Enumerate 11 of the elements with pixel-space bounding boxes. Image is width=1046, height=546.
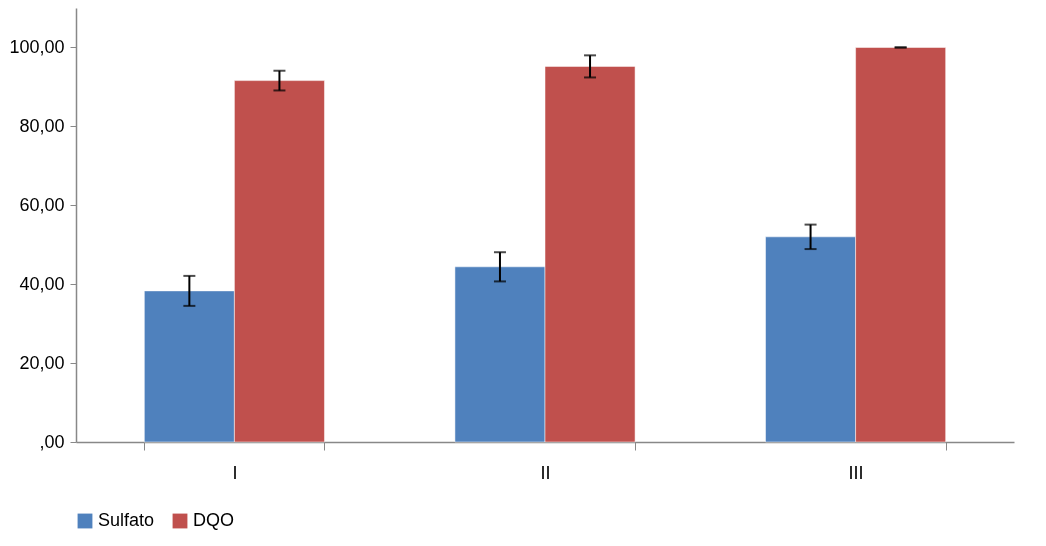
legend-label: DQO [193, 510, 235, 530]
x-tick-label: I [232, 462, 238, 483]
y-tick-label: 20,00 [19, 352, 65, 373]
y-tick-label: 100,00 [9, 36, 65, 57]
legend-label: Sulfato [98, 510, 155, 530]
y-tick-label: ,00 [39, 431, 65, 452]
y-tick-label: 80,00 [19, 115, 65, 136]
y-tick-label: 60,00 [19, 194, 65, 215]
x-tick-label: III [848, 462, 864, 483]
y-tick-label: 40,00 [19, 273, 65, 294]
x-tick-label: II [540, 462, 551, 483]
